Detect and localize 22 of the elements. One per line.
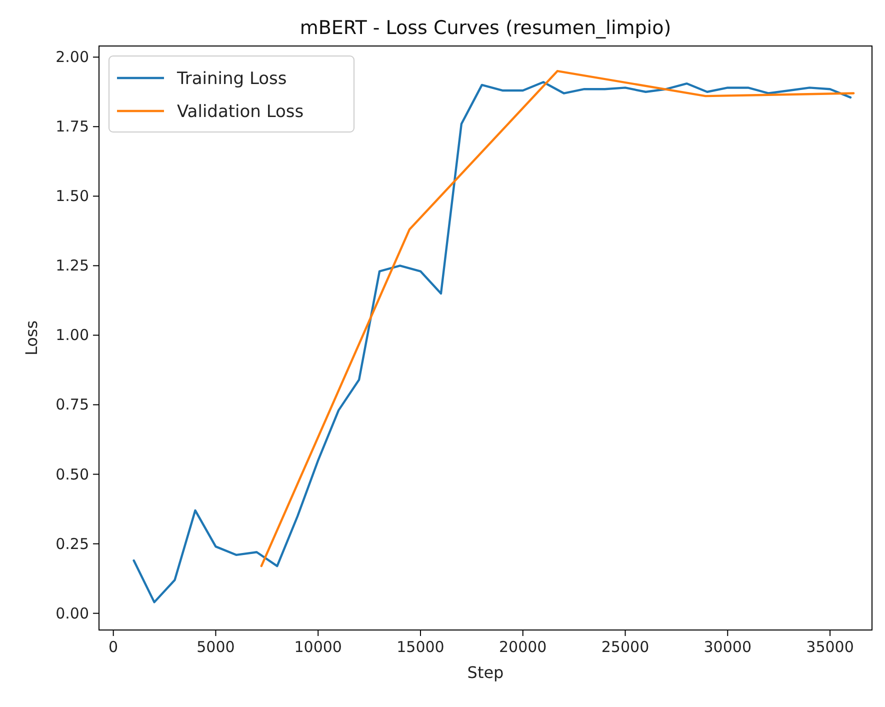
legend-label: Validation Loss [177,102,304,122]
x-tick-label: 0 [108,638,118,656]
y-tick-label: 0.75 [56,396,89,414]
y-tick-label: 1.75 [56,118,89,136]
y-tick-label: 0.50 [56,465,89,484]
y-tick-label: 0.00 [56,604,89,622]
y-tick-label: 1.25 [56,256,89,275]
y-tick-label: 0.25 [56,534,89,553]
y-tick-label: 1.00 [56,326,89,344]
x-tick-label: 35000 [806,638,854,656]
y-axis-title: Loss [22,320,41,356]
x-tick-label: 30000 [704,638,752,656]
x-tick-label: 15000 [396,638,444,656]
chart-title: mBERT - Loss Curves (resumen_limpio) [300,17,672,39]
legend-label: Training Loss [176,69,287,89]
x-axis-title: Step [467,663,504,682]
y-tick-label: 2.00 [56,48,89,66]
y-tick-label: 1.50 [56,187,89,206]
x-tick-label: 5000 [196,638,235,656]
x-tick-label: 25000 [601,638,650,656]
x-tick-label: 10000 [294,638,342,656]
x-tick-label: 20000 [499,638,547,656]
